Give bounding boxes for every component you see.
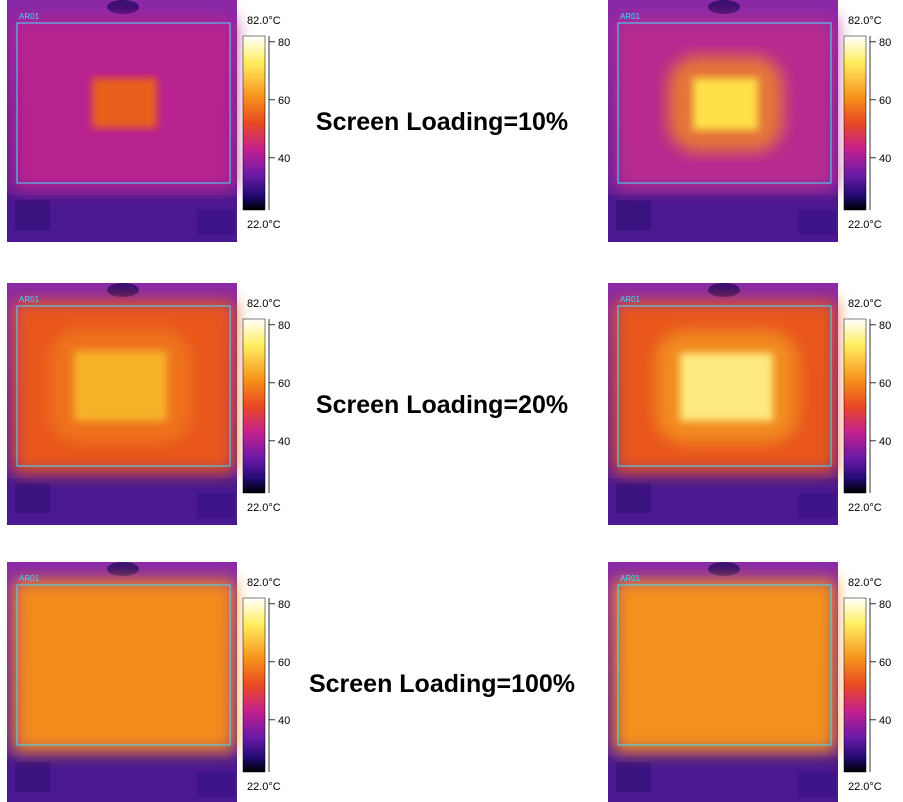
hotspot <box>92 78 157 128</box>
bottom-block <box>798 772 836 797</box>
bottom-block <box>798 493 836 518</box>
bottom-block <box>197 493 235 518</box>
thermal-image <box>7 283 237 525</box>
page: Screen Loading=10% AR01 82.0°C 22.0°C 80 60 40… <box>0 0 903 802</box>
notch <box>107 0 139 14</box>
tick-label: 60 <box>278 657 290 669</box>
hotspot <box>680 353 773 421</box>
thermal-panel: AR01 82.0°C 22.0°C 80 60 40 <box>7 0 297 242</box>
colorbar <box>844 319 866 493</box>
region <box>13 580 235 752</box>
scale-max: 82.0°C <box>247 15 281 27</box>
tick-label: 60 <box>879 378 891 390</box>
tick-label: 80 <box>879 320 891 332</box>
notch <box>708 283 740 297</box>
thermal-image <box>7 562 237 802</box>
thermal-panel: AR01 82.0°C 22.0°C 80 60 40 <box>7 283 297 525</box>
notch <box>107 283 139 297</box>
scale-min: 22.0°C <box>848 219 882 231</box>
tick-label: 80 <box>278 320 290 332</box>
tick-label: 40 <box>879 153 891 165</box>
roi-label: AR01 <box>620 574 641 583</box>
scale-max: 82.0°C <box>848 298 882 310</box>
bottom-block <box>15 483 50 513</box>
tick-label: 80 <box>879 37 891 49</box>
tick-label: 80 <box>879 599 891 611</box>
tick-label: 80 <box>278 37 290 49</box>
notch <box>107 562 139 576</box>
colorbar <box>243 319 265 493</box>
thermal-panel: AR01 82.0°C 22.0°C 80 60 40 <box>608 562 898 802</box>
roi-label: AR01 <box>19 12 40 21</box>
row-label: Screen Loading=100% <box>272 670 612 699</box>
colorbar <box>243 36 265 210</box>
scale-min: 22.0°C <box>247 502 281 514</box>
notch <box>708 562 740 576</box>
roi-label: AR01 <box>19 295 40 304</box>
roi-label: AR01 <box>620 295 641 304</box>
thermal-panel: AR01 82.0°C 22.0°C 80 60 40 <box>608 283 898 525</box>
bottom-block <box>197 210 235 235</box>
tick-label: 80 <box>278 599 290 611</box>
hotspot <box>74 351 167 421</box>
thermal-image <box>608 283 838 525</box>
scale-max: 82.0°C <box>848 15 882 27</box>
bottom-block <box>15 200 50 230</box>
scale-min: 22.0°C <box>848 502 882 514</box>
tick-label: 40 <box>879 436 891 448</box>
bottom-block <box>616 200 651 230</box>
tick-label: 40 <box>879 715 891 727</box>
scale-min: 22.0°C <box>247 781 281 793</box>
tick-label: 40 <box>278 153 290 165</box>
thermal-image <box>7 0 237 242</box>
hotspot <box>693 78 758 130</box>
tick-label: 60 <box>278 95 290 107</box>
row-label: Screen Loading=10% <box>272 108 612 137</box>
bottom-block <box>616 762 651 792</box>
scale-min: 22.0°C <box>247 219 281 231</box>
bottom-block <box>15 762 50 792</box>
bottom-block <box>616 483 651 513</box>
scale-max: 82.0°C <box>848 577 882 589</box>
tick-label: 60 <box>278 378 290 390</box>
thermal-panel: AR01 82.0°C 22.0°C 80 60 40 <box>608 0 898 242</box>
row-label: Screen Loading=20% <box>272 391 612 420</box>
bottom-block <box>197 772 235 797</box>
tick-label: 40 <box>278 715 290 727</box>
roi-label: AR01 <box>620 12 641 21</box>
colorbar <box>844 598 866 772</box>
tick-label: 60 <box>879 657 891 669</box>
thermal-panel: AR01 82.0°C 22.0°C 80 60 40 <box>7 562 297 802</box>
bottom-block <box>798 210 836 235</box>
roi-label: AR01 <box>19 574 40 583</box>
thermal-image <box>608 562 838 802</box>
scale-max: 82.0°C <box>247 298 281 310</box>
colorbar <box>243 598 265 772</box>
scale-min: 22.0°C <box>848 781 882 793</box>
tick-label: 40 <box>278 436 290 448</box>
notch <box>708 0 740 14</box>
tick-label: 60 <box>879 95 891 107</box>
region <box>614 580 836 752</box>
scale-max: 82.0°C <box>247 577 281 589</box>
thermal-image <box>608 0 838 242</box>
colorbar <box>844 36 866 210</box>
